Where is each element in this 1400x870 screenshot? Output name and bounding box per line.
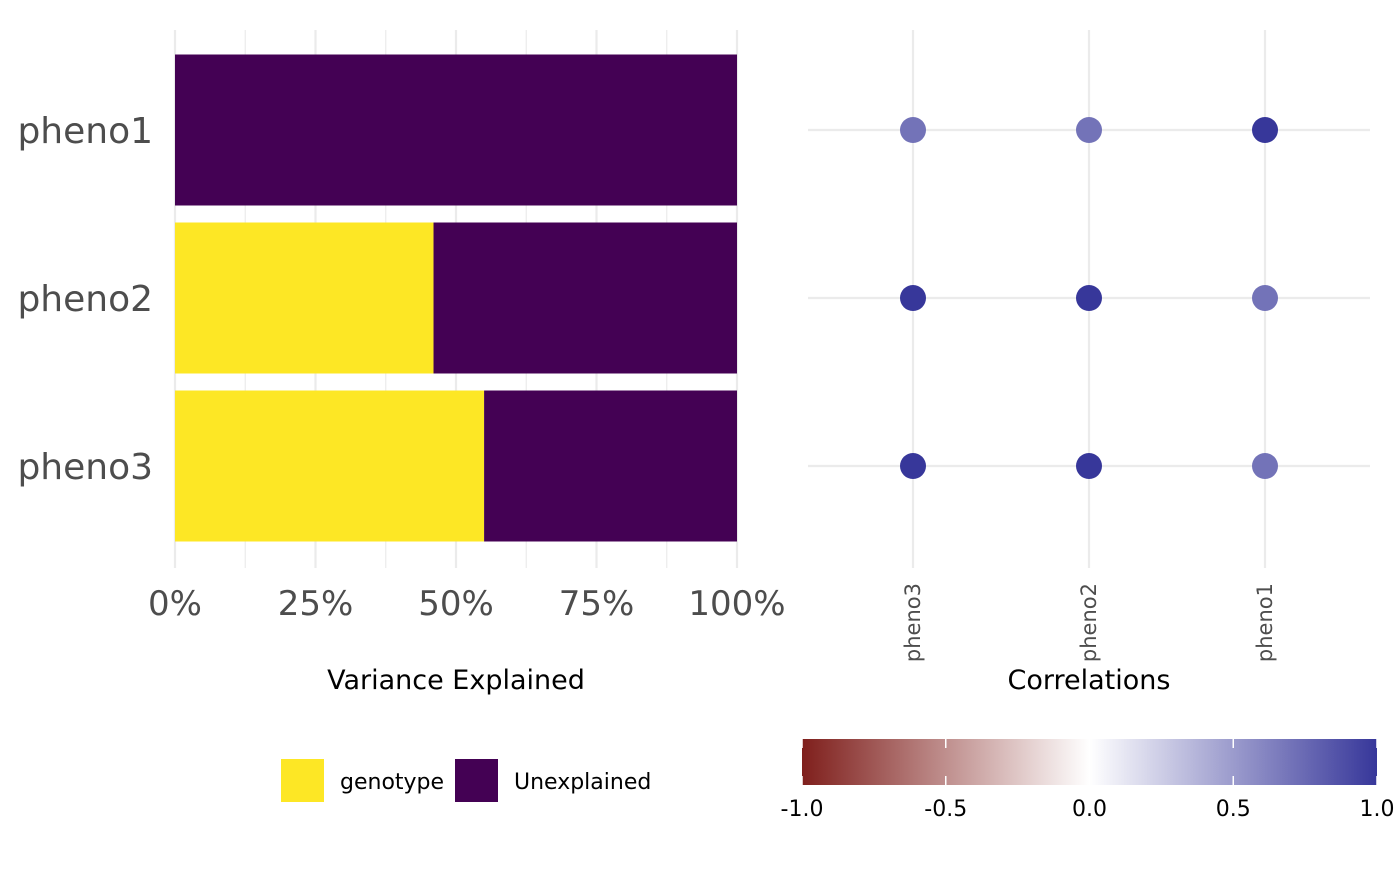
point-pheno2-pheno2 <box>1076 285 1102 311</box>
legend-swatch-genotype <box>281 759 324 802</box>
variance-x-axis-title: Variance Explained <box>327 665 585 696</box>
correlation-x-tick-pheno1: pheno1 <box>1253 583 1277 662</box>
point-pheno1-pheno2 <box>1252 285 1278 311</box>
bar-pheno2-unexplained <box>433 222 737 374</box>
colorbar-label-1: -0.5 <box>924 797 967 822</box>
bar-pheno3-unexplained <box>484 390 737 542</box>
correlation-x-tick-labels: pheno3 pheno2 pheno1 <box>901 583 1277 662</box>
point-pheno2-pheno3 <box>1076 453 1102 479</box>
variance-x-tick-1: 25% <box>278 584 354 624</box>
point-pheno3-pheno1 <box>900 117 926 143</box>
correlation-x-tick-pheno3: pheno3 <box>901 583 925 662</box>
variance-x-tick-3: 75% <box>559 584 635 624</box>
point-pheno1-pheno3 <box>1252 453 1278 479</box>
colorbar-label-4: 1.0 <box>1360 797 1395 822</box>
colorbar-label-0: -1.0 <box>781 797 824 822</box>
correlation-colorbar: -1.0 -0.5 0.0 0.5 1.0 <box>781 739 1395 822</box>
correlation-panel: pheno3 pheno2 pheno1 Correlations -1.0 -0.5… <box>781 30 1395 822</box>
correlation-x-axis-title: Correlations <box>1008 665 1171 696</box>
variance-y-tick-pheno3: pheno3 <box>17 447 153 488</box>
point-pheno3-pheno2 <box>900 285 926 311</box>
bar-pheno3-genotype <box>175 390 485 542</box>
legend-swatch-unexplained <box>455 759 498 802</box>
variance-y-tick-labels: pheno1 pheno2 pheno3 <box>17 111 153 488</box>
legend-label-genotype: genotype <box>340 770 444 795</box>
variance-y-tick-pheno1: pheno1 <box>17 111 153 152</box>
variance-x-tick-0: 0% <box>148 584 202 624</box>
variance-x-tick-labels: 0% 25% 50% 75% 100% <box>148 584 786 624</box>
bar-pheno1-unexplained <box>175 54 737 206</box>
correlation-points <box>900 117 1278 479</box>
variance-x-tick-4: 100% <box>688 584 785 624</box>
point-pheno1-pheno1 <box>1252 117 1278 143</box>
bar-pheno2-genotype <box>175 222 434 374</box>
variance-panel: pheno1 pheno2 pheno3 0% 25% 50% 75% 100% Varia… <box>17 30 786 802</box>
point-pheno2-pheno1 <box>1076 117 1102 143</box>
colorbar-label-2: 0.0 <box>1072 797 1107 822</box>
variance-x-tick-2: 50% <box>418 584 494 624</box>
legend-label-unexplained: Unexplained <box>514 770 651 795</box>
variance-y-tick-pheno2: pheno2 <box>17 279 153 320</box>
variance-bars <box>175 54 737 542</box>
correlation-x-tick-pheno2: pheno2 <box>1077 583 1101 662</box>
variance-legend: genotype Unexplained <box>281 759 651 802</box>
point-pheno3-pheno3 <box>900 453 926 479</box>
colorbar-label-3: 0.5 <box>1216 797 1251 822</box>
